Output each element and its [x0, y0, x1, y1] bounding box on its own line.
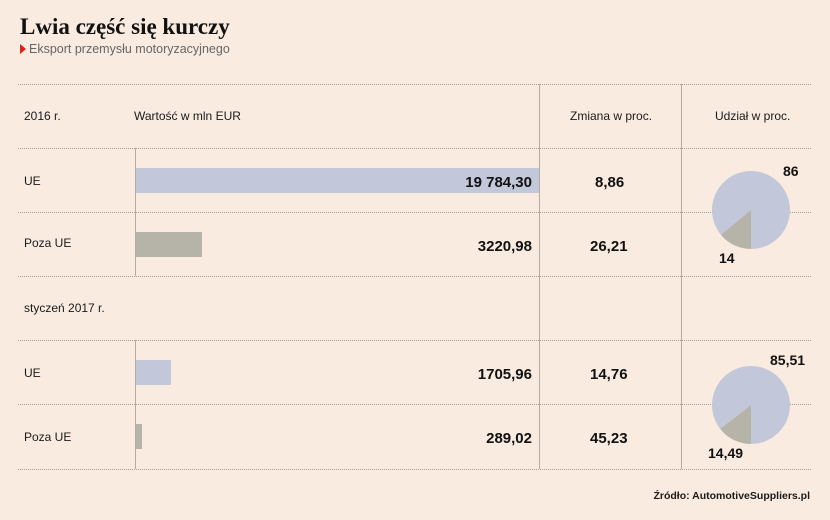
column-header-share: Udział w proc.	[715, 109, 791, 123]
chart-subtitle: Eksport przemysłu motoryzacyjnego	[20, 42, 230, 56]
row-label-2016-ue: UE	[24, 174, 41, 188]
row-label-2016-poza-ue: Poza UE	[24, 236, 72, 250]
rule-header	[18, 148, 811, 149]
subtitle-text: Eksport przemysłu motoryzacyjnego	[29, 42, 230, 56]
value-2017-ue: 1705,96	[477, 366, 532, 383]
period-label-2016: 2016 r.	[24, 109, 61, 123]
change-2016-ue: 8,86	[595, 174, 625, 191]
column-divider-change	[539, 84, 540, 469]
pie-2016	[711, 170, 791, 250]
value-2017-poza-ue: 289,02	[486, 430, 532, 447]
pie-2016-slice-poza-ue	[720, 210, 751, 249]
change-2016-poza-ue: 26,21	[590, 238, 628, 255]
value-2016-ue: 19 784,30	[465, 174, 532, 191]
pie-2017-slice-poza-ue	[720, 405, 751, 444]
bar-2016-poza-ue	[136, 232, 202, 257]
column-header-change: Zmiana w proc.	[570, 109, 653, 123]
row-label-2017-ue: UE	[24, 366, 41, 380]
rule-bottom	[18, 469, 811, 470]
bar-2016-ue	[136, 168, 539, 193]
red-triangle-icon	[20, 44, 26, 54]
row-label-2017-poza-ue: Poza UE	[24, 430, 72, 444]
bar-2017-ue	[136, 360, 171, 385]
rule-2016-end	[18, 276, 811, 277]
bar-2017-poza-ue	[136, 424, 142, 449]
pie-2016-label-poza-ue: 14	[719, 250, 735, 266]
rule-top	[18, 84, 811, 85]
column-header-value: Wartość w mln EUR	[134, 109, 241, 123]
pie-2016-slice-ue	[711, 170, 790, 249]
value-2016-poza-ue: 3220,98	[477, 238, 532, 255]
rule-2017-mid	[18, 404, 811, 405]
source-note: Źródło: AutomotiveSuppliers.pl	[653, 490, 810, 502]
rule-2016-mid	[18, 212, 811, 213]
pie-2016-label-ue: 86	[783, 163, 799, 179]
change-2017-ue: 14,76	[590, 366, 628, 383]
pie-2017	[711, 365, 791, 445]
pie-2017-label-ue: 85,51	[770, 352, 806, 368]
change-2017-poza-ue: 45,23	[590, 430, 628, 447]
chart-title: Lwia część się kurczy	[20, 14, 230, 39]
bar-axis-2017	[135, 340, 136, 469]
pie-2017-label-poza-ue: 14,49	[708, 445, 744, 461]
bar-axis-2016	[135, 148, 136, 276]
period-label-2017: styczeń 2017 r.	[24, 301, 105, 315]
pie-2017-slice-ue	[712, 366, 791, 444]
rule-2017-start	[18, 340, 811, 341]
column-divider-share	[681, 84, 682, 469]
